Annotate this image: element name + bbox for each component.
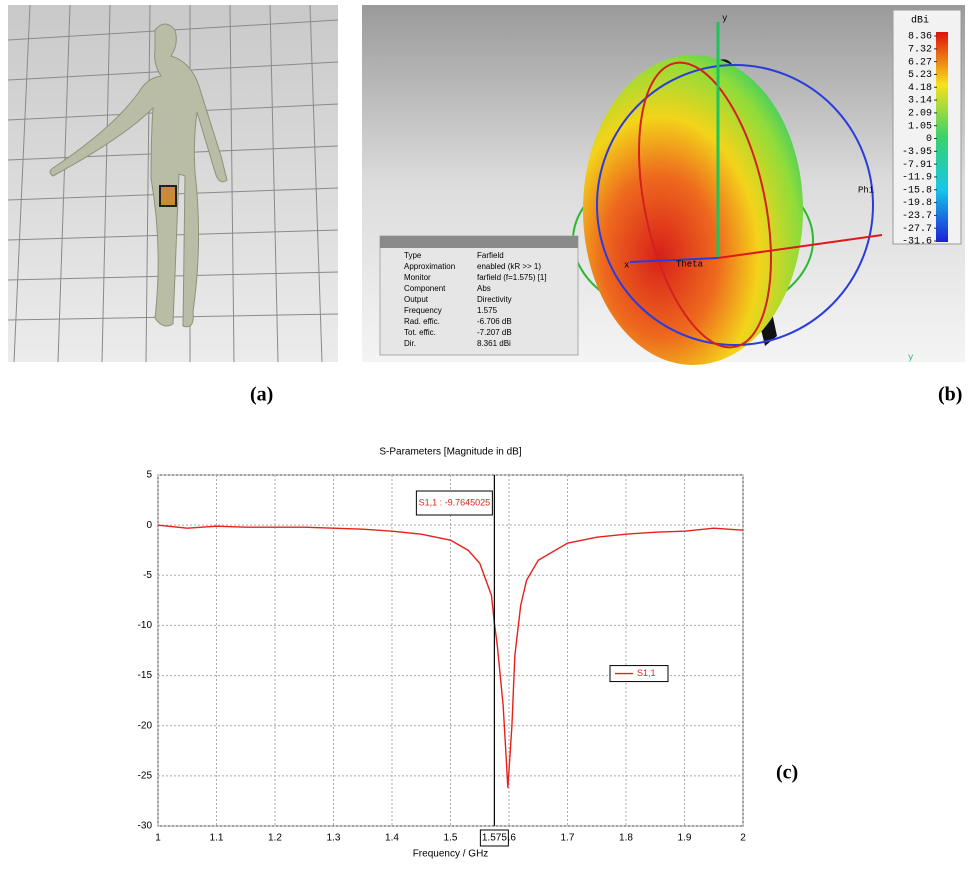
x-tick-label: 1.4 (385, 833, 399, 844)
y-tick-label: -20 (138, 720, 153, 731)
panel-label: (c) (776, 762, 798, 784)
colorbar-panel (892, 9, 962, 245)
human-model (49, 23, 228, 328)
axis-label: Phi (858, 185, 874, 195)
info-value: enabled (kR >> 1) (477, 262, 541, 271)
colorbar-tick-label: -7.91 (902, 160, 932, 171)
x-tick-label: 2 (740, 833, 746, 844)
info-key: Type (404, 251, 422, 260)
info-key: Rad. effic. (404, 317, 440, 326)
x-tick-label: 1 (155, 833, 161, 844)
x-tick-label: 1.1 (210, 833, 224, 844)
panel-b: y Phi Theta x y dBi 8.367.32 6.27 5.23 4.18… (362, 5, 965, 365)
x-tick-label: 1.8 (619, 833, 633, 844)
y-tick-label: -25 (138, 770, 153, 781)
x-tick-label: 1.2 (268, 833, 282, 844)
info-key: Output (404, 295, 429, 304)
panel-label: (a) (250, 384, 273, 406)
marker-label: S1,1 : -9.7645025 (419, 497, 491, 507)
x-tick-label: 1.5 (444, 833, 458, 844)
axis-label: x (624, 260, 629, 270)
y-tick-label: 5 (146, 470, 152, 481)
x-axis-arrow (717, 234, 883, 259)
info-box (379, 235, 579, 356)
colorbar-tick-label: 6.27 (908, 57, 932, 68)
y-tick-label: -15 (138, 670, 153, 681)
info-value: Farfield (477, 251, 504, 260)
info-value: Directivity (477, 295, 512, 304)
info-key: Approximation (404, 262, 455, 271)
colorbar-tick-label: 8.36 (908, 32, 932, 43)
colorbar-tick-label: -3.95 (902, 147, 932, 158)
x-tick-label: 1.7 (561, 833, 575, 844)
x-tick-label: 1.6 (502, 833, 516, 844)
farfield-pattern (583, 55, 803, 365)
x-axis-label: Frequency / GHz (413, 849, 489, 860)
marker-x-label: 1.575 (482, 833, 507, 844)
y-tick-label: -30 (138, 821, 153, 832)
info-value: -6.706 dB (477, 317, 512, 326)
y-tick-label: -5 (143, 570, 152, 581)
colorbar-tick-label: -19.8 (902, 198, 932, 209)
axis-label: y (908, 352, 914, 362)
axis-label: y (722, 13, 728, 23)
marker-label-box (415, 490, 493, 516)
colorbar-tick-label: 4.18 (908, 83, 932, 94)
legend-label: S1,1 (637, 668, 656, 678)
colorbar-tick-label: -31.6 (902, 237, 932, 248)
info-value: 1.575 (477, 306, 498, 315)
y-tick-label: 0 (146, 520, 152, 531)
y-tick-label: -10 (138, 620, 153, 631)
colorbar-tick-label: 7.32 (908, 44, 932, 55)
legend-box (609, 665, 669, 683)
antenna (159, 185, 177, 207)
chart-title: S-Parameters [Magnitude in dB] (379, 447, 522, 458)
colorbar-tick-label: 2.09 (908, 109, 932, 120)
colorbar-tick-label: -23.7 (902, 211, 932, 222)
colorbar-tick-label: 0 (926, 134, 932, 145)
marker-x-box (479, 829, 509, 847)
info-value: farfield (f=1.575) [1] (477, 273, 547, 282)
panel-label: (b) (938, 384, 962, 406)
info-box-header (380, 236, 578, 248)
z-axis-arrow (629, 257, 719, 263)
info-value: 8.361 dBi (477, 339, 511, 348)
colorbar-tick-label: 3.14 (908, 96, 932, 107)
series-line (157, 524, 744, 788)
info-key: Component (404, 284, 446, 293)
axis-label: Theta (676, 259, 704, 269)
info-key: Monitor (404, 273, 431, 282)
info-value: -7.207 dB (477, 328, 512, 337)
meridian-circle (638, 61, 772, 349)
colorbar-tick-label: 5.23 (908, 70, 932, 81)
info-key: Dir. (404, 339, 416, 348)
colorbar-tick-label: -27.7 (902, 224, 932, 235)
info-key: Frequency (404, 306, 442, 315)
info-value: Abs (477, 284, 491, 293)
colorbar-tick-label: -11.9 (902, 173, 932, 184)
x-tick-label: 1.9 (678, 833, 692, 844)
x-tick-label: 1.3 (327, 833, 341, 844)
s-parameter-chart: S-Parameters [Magnitude in dB] -30 -25 -20 -… (138, 447, 747, 860)
colorbar-unit: dBi (911, 15, 929, 27)
info-key: Tot. effic. (404, 328, 436, 337)
colorbar (936, 32, 948, 242)
colorbar-tick-label: 1.05 (908, 121, 932, 132)
theta-circle (596, 64, 874, 346)
panel-a (7, 4, 339, 363)
colorbar-tick-label: -15.8 (902, 185, 932, 196)
